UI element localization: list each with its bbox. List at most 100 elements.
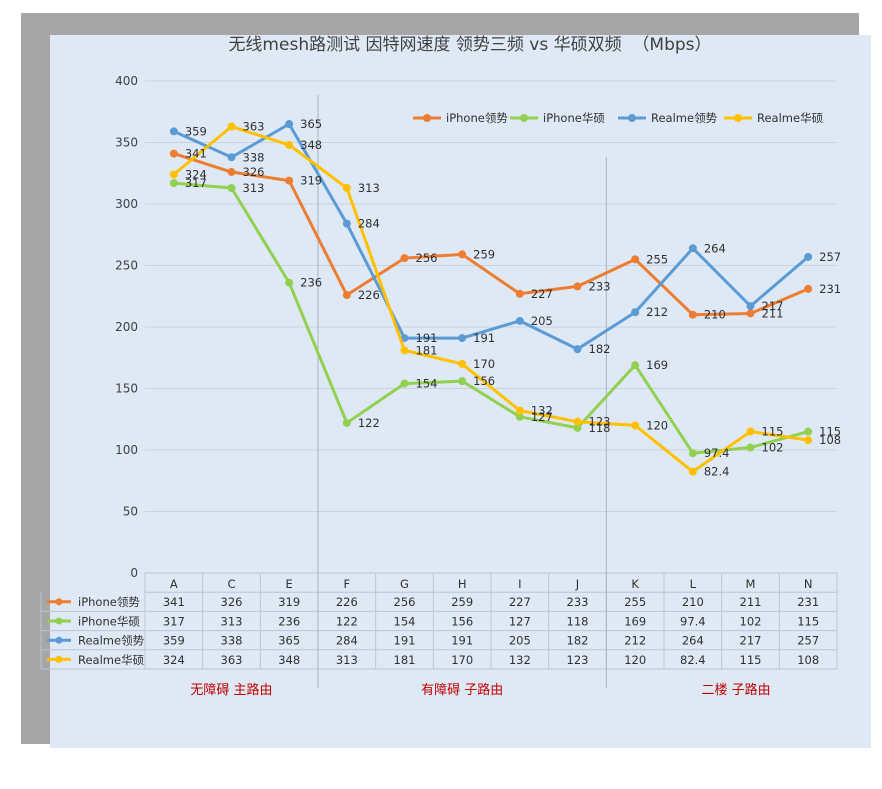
table-legend-key-marker [55,636,63,644]
table-legend-key-marker [55,617,63,625]
table-cell: 341 [163,595,185,609]
table-cell: 338 [221,634,243,648]
table-cell: 284 [336,634,358,648]
x-tick-label-C: C [227,577,235,591]
table-cell: 132 [509,653,531,667]
data-point [804,436,813,445]
x-tick-label-L: L [690,577,697,591]
table-cell: 210 [682,595,704,609]
data-label: 348 [300,138,322,152]
data-label: 257 [819,250,841,264]
table-cell: 191 [394,634,416,648]
y-tick-label-350: 350 [115,136,138,150]
legend-label: iPhone领势 [446,111,508,125]
data-point [458,377,467,386]
data-point [400,379,409,388]
series-line [172,125,809,474]
table-cell: 82.4 [680,653,706,667]
data-point [227,153,236,162]
table-cell: 348 [278,653,300,667]
x-tick-label-E: E [286,577,293,591]
section-label: 二楼 子路由 [702,682,771,698]
table-cell: 123 [567,653,589,667]
x-tick-label-M: M [746,577,756,591]
data-point [515,316,524,325]
table-cell: 181 [394,653,416,667]
data-label: 122 [358,416,380,430]
data-point [169,127,178,136]
data-label: 226 [358,288,380,302]
data-point [804,427,813,436]
y-tick-label-400: 400 [115,74,138,88]
y-tick-label-50: 50 [123,505,138,519]
table-cell: 365 [278,634,300,648]
data-label: 341 [185,147,207,161]
data-point [285,140,294,149]
table-cell: 233 [567,595,589,609]
table-cell: 231 [797,595,819,609]
data-point [285,120,294,129]
data-point [688,449,697,458]
table-cell: 115 [740,653,762,667]
legend-marker [734,114,742,122]
table-cell: 257 [797,634,819,648]
data-point [458,334,467,343]
data-point [227,168,236,177]
data-point [342,184,351,193]
data-label: 181 [416,343,438,357]
data-point [804,252,813,261]
y-tick-label-300: 300 [115,197,138,211]
data-point [631,308,640,317]
table-cell: 127 [509,614,531,628]
table-cell: 170 [451,653,473,667]
x-tick-label-K: K [631,577,639,591]
data-label: 313 [243,181,265,195]
table-cell: 326 [221,595,243,609]
data-label: 123 [589,415,611,429]
section-label: 有障碍 子路由 [421,682,503,698]
data-label: 217 [762,299,784,313]
table-cell: 115 [797,614,819,628]
table-cell: 120 [624,653,646,667]
data-point [631,361,640,370]
legend-marker [520,114,528,122]
data-label: 264 [704,241,726,255]
table-cell: 317 [163,614,185,628]
table-cell: 211 [740,595,762,609]
data-point [688,310,697,319]
table-cell: 324 [163,653,185,667]
data-label: 284 [358,217,380,231]
data-label: 317 [185,176,207,190]
table-cell: 182 [567,634,589,648]
data-point [342,219,351,228]
data-label: 97.4 [704,446,730,460]
table-cell: 313 [336,653,358,667]
table-cell: 118 [567,614,589,628]
legend-marker [628,114,636,122]
chart-title: 无线mesh路测试 因特网速度 领势三频 vs 华硕双频 （Mbps） [228,35,712,55]
data-label: 108 [819,433,841,447]
data-label: 326 [243,165,265,179]
table-cell: 264 [682,634,704,648]
data-label: 259 [473,247,495,261]
table-series-name: iPhone领势 [78,595,140,609]
data-label: 227 [531,287,553,301]
data-label: 210 [704,308,726,322]
y-tick-label-150: 150 [115,382,138,396]
table-cell: 156 [451,614,473,628]
table-legend-key-marker [55,598,63,606]
data-point [169,170,178,179]
data-point [285,278,294,287]
data-label: 127 [531,410,553,424]
data-label: 154 [416,377,438,391]
data-point [746,427,755,436]
data-label: 191 [473,331,495,345]
data-label: 182 [589,342,611,356]
table-cell: 319 [278,595,300,609]
table-legend-key-marker [55,655,63,663]
data-point [573,282,582,291]
data-point [169,179,178,188]
table-cell: 122 [336,614,358,628]
data-label: 212 [646,305,668,319]
